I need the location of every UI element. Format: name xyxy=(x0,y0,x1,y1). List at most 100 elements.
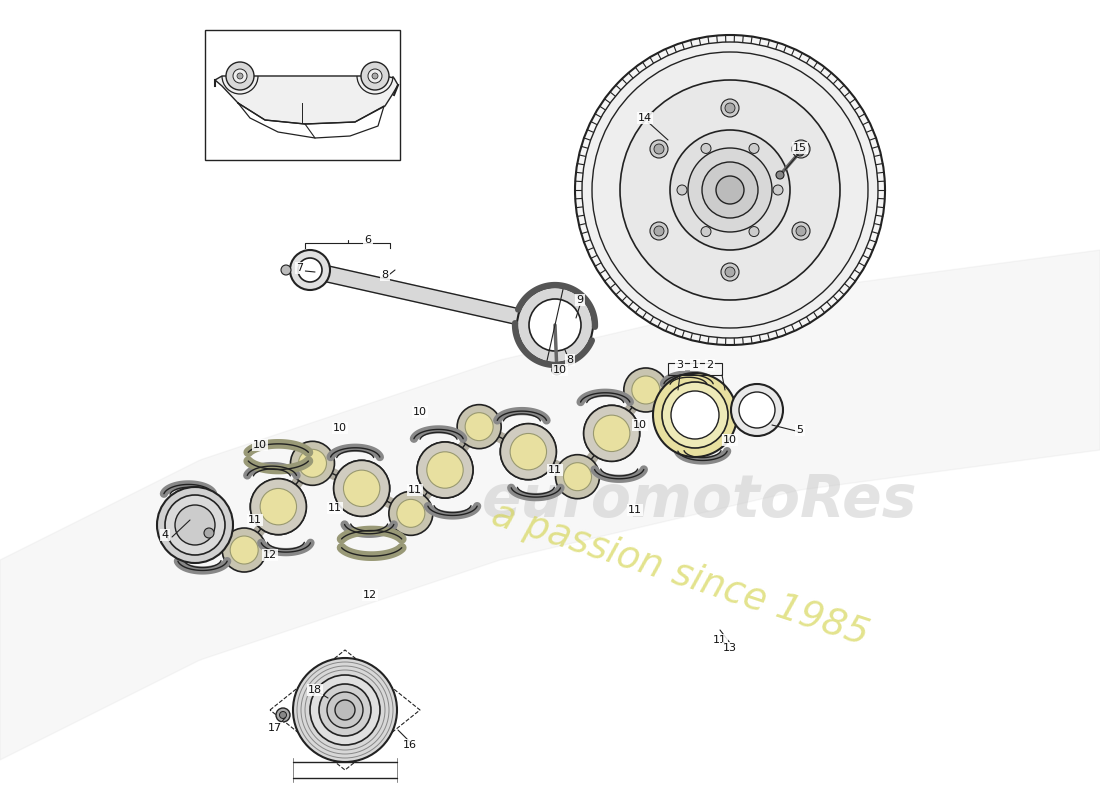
Circle shape xyxy=(594,415,630,451)
Circle shape xyxy=(749,226,759,237)
Circle shape xyxy=(720,263,739,281)
Circle shape xyxy=(792,222,810,240)
Circle shape xyxy=(688,148,772,232)
Circle shape xyxy=(563,462,592,490)
Text: 18: 18 xyxy=(308,685,322,695)
Circle shape xyxy=(427,452,463,488)
Text: 7: 7 xyxy=(296,263,304,273)
Circle shape xyxy=(631,376,660,404)
Circle shape xyxy=(584,406,640,462)
Text: 10: 10 xyxy=(253,440,267,450)
Text: 11: 11 xyxy=(328,503,342,513)
Circle shape xyxy=(701,226,711,237)
Text: 8: 8 xyxy=(382,270,388,280)
Circle shape xyxy=(372,73,378,79)
Circle shape xyxy=(290,442,334,486)
Text: a passion since 1985: a passion since 1985 xyxy=(487,497,873,653)
Circle shape xyxy=(279,711,286,718)
Circle shape xyxy=(592,52,868,328)
Circle shape xyxy=(361,62,389,90)
Circle shape xyxy=(653,373,737,457)
Circle shape xyxy=(333,460,389,516)
Circle shape xyxy=(290,250,330,290)
Circle shape xyxy=(298,450,327,478)
Circle shape xyxy=(500,424,557,480)
Circle shape xyxy=(671,391,719,439)
Circle shape xyxy=(276,708,290,722)
Circle shape xyxy=(517,287,593,363)
Circle shape xyxy=(556,454,600,498)
Text: 17: 17 xyxy=(268,723,282,733)
Circle shape xyxy=(510,434,547,470)
Circle shape xyxy=(582,42,878,338)
Circle shape xyxy=(749,143,759,154)
Circle shape xyxy=(796,144,806,154)
Circle shape xyxy=(260,489,297,525)
Text: 15: 15 xyxy=(793,143,807,153)
Circle shape xyxy=(233,69,248,83)
Circle shape xyxy=(319,684,371,736)
Circle shape xyxy=(310,675,380,745)
Circle shape xyxy=(368,69,382,83)
Bar xyxy=(668,363,722,375)
Circle shape xyxy=(260,489,297,525)
Circle shape xyxy=(465,413,493,441)
Text: 9: 9 xyxy=(576,295,584,305)
Circle shape xyxy=(725,103,735,113)
Text: 16: 16 xyxy=(403,740,417,750)
Circle shape xyxy=(327,692,363,728)
Text: 14: 14 xyxy=(638,113,652,123)
Text: 11: 11 xyxy=(628,505,642,515)
Circle shape xyxy=(280,265,292,275)
Circle shape xyxy=(510,434,547,470)
Circle shape xyxy=(251,478,306,534)
Circle shape xyxy=(670,130,790,250)
Circle shape xyxy=(773,185,783,195)
Text: 3: 3 xyxy=(676,360,683,370)
Bar xyxy=(205,30,400,160)
Circle shape xyxy=(230,536,258,564)
Text: 10: 10 xyxy=(333,423,346,433)
Text: 13: 13 xyxy=(723,643,737,653)
Circle shape xyxy=(298,258,322,282)
Circle shape xyxy=(701,143,711,154)
Text: 4: 4 xyxy=(162,530,168,540)
Circle shape xyxy=(177,507,213,543)
Text: 6: 6 xyxy=(364,235,372,245)
Circle shape xyxy=(529,299,581,351)
Text: 2: 2 xyxy=(706,360,714,370)
Circle shape xyxy=(676,397,713,434)
Circle shape xyxy=(676,397,713,434)
Circle shape xyxy=(667,387,723,443)
Circle shape xyxy=(624,368,668,412)
Circle shape xyxy=(552,365,562,375)
Text: 8: 8 xyxy=(566,355,573,365)
Text: 10: 10 xyxy=(723,435,737,445)
Circle shape xyxy=(236,73,243,79)
Circle shape xyxy=(725,267,735,277)
Circle shape xyxy=(167,497,223,553)
Circle shape xyxy=(427,452,463,488)
Circle shape xyxy=(676,185,688,195)
Circle shape xyxy=(702,162,758,218)
Circle shape xyxy=(792,140,810,158)
Circle shape xyxy=(739,392,776,428)
Text: 11: 11 xyxy=(548,465,562,475)
Circle shape xyxy=(500,424,557,480)
Circle shape xyxy=(650,222,668,240)
Circle shape xyxy=(226,62,254,90)
Circle shape xyxy=(222,528,266,572)
Circle shape xyxy=(575,35,886,345)
Text: 1: 1 xyxy=(692,360,698,370)
Text: 10: 10 xyxy=(553,365,566,375)
Circle shape xyxy=(650,140,668,158)
Circle shape xyxy=(167,497,223,553)
Circle shape xyxy=(175,505,214,545)
Circle shape xyxy=(293,658,397,762)
Text: 12: 12 xyxy=(363,590,377,600)
Circle shape xyxy=(716,176,744,204)
Circle shape xyxy=(620,80,840,300)
Circle shape xyxy=(333,460,389,516)
Text: 11: 11 xyxy=(713,635,727,645)
Circle shape xyxy=(667,387,723,443)
